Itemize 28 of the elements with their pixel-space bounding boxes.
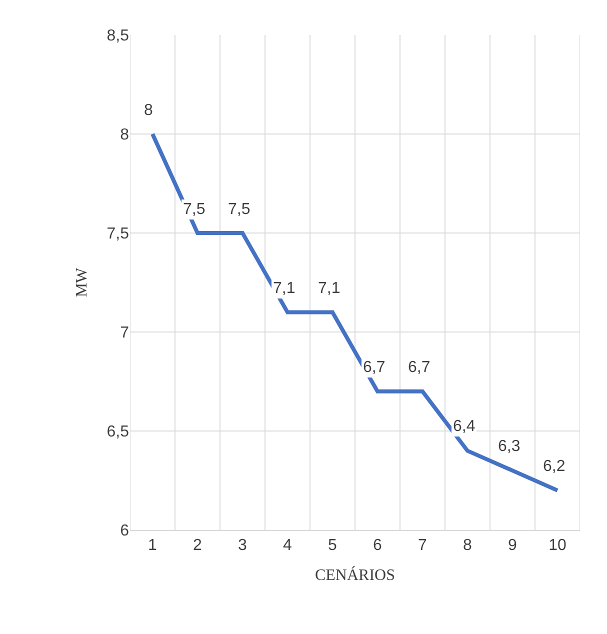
y-tick-label: 7 [120, 324, 130, 342]
x-tick-label: 1 [148, 537, 158, 554]
x-tick-label: 5 [328, 537, 338, 554]
y-tick-label: 8,5 [106, 28, 130, 45]
x-tick-label: 7 [418, 537, 428, 554]
data-label: 7,5 [228, 201, 250, 218]
data-label: 6,7 [408, 359, 430, 376]
data-label: 6,4 [453, 418, 476, 435]
data-label: 6,2 [543, 458, 566, 475]
y-tick-label: 6 [120, 522, 130, 540]
data-label: 7,5 [183, 201, 206, 218]
y-tick-label: 7,5 [106, 226, 130, 243]
x-tick-label: 10 [548, 537, 566, 554]
data-label: 8 [144, 102, 153, 119]
x-tick-label: 3 [238, 537, 248, 554]
data-label: 6,7 [363, 359, 386, 376]
y-tick-label: 6,5 [106, 424, 130, 441]
x-axis-title: CENÁRIOS [314, 566, 396, 584]
data-label: 7,1 [318, 280, 340, 297]
data-label: 6,3 [498, 438, 520, 455]
x-tick-label: 6 [373, 537, 382, 554]
x-tick-label: 2 [193, 537, 202, 554]
x-tick-label: 9 [508, 537, 518, 554]
x-tick-label: 8 [463, 537, 472, 554]
y-tick-label: 8 [120, 126, 130, 144]
y-axis-title: MW [74, 266, 91, 298]
x-tick-label: 4 [283, 537, 292, 554]
data-label: 7,1 [273, 280, 296, 297]
